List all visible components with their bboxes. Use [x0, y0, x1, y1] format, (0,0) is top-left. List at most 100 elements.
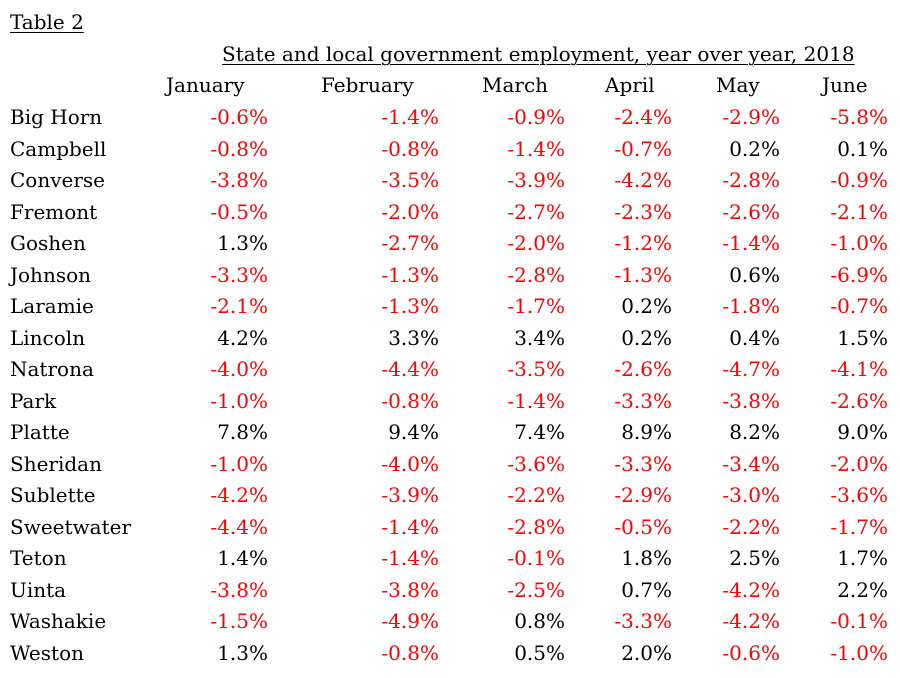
column-header-june: June — [822, 73, 868, 97]
cell-goshen-april: -1.2% — [614, 231, 672, 255]
cell-laramie-may: -1.8% — [722, 294, 780, 318]
cell-big-horn-april: -2.4% — [614, 105, 672, 129]
cell-johnson-february: -1.3% — [381, 263, 439, 287]
row-label-uinta: Uinta — [10, 578, 67, 602]
row-label-sweetwater: Sweetwater — [10, 515, 132, 539]
row-label-weston: Weston — [10, 641, 84, 665]
cell-fremont-april: -2.3% — [614, 200, 672, 224]
table-title: State and local government employment, y… — [222, 42, 855, 66]
cell-johnson-march: -2.8% — [507, 263, 565, 287]
cell-teton-january: 1.4% — [217, 546, 268, 570]
column-header-may: May — [716, 73, 760, 97]
cell-park-june: -2.6% — [830, 389, 888, 413]
cell-teton-february: -1.4% — [381, 546, 439, 570]
row-label-sublette: Sublette — [10, 483, 96, 507]
cell-johnson-april: -1.3% — [614, 263, 672, 287]
cell-fremont-february: -2.0% — [381, 200, 439, 224]
cell-uinta-january: -3.8% — [210, 578, 268, 602]
cell-teton-may: 2.5% — [729, 546, 780, 570]
cell-natrona-march: -3.5% — [507, 357, 565, 381]
cell-sublette-march: -2.2% — [507, 483, 565, 507]
cell-laramie-february: -1.3% — [381, 294, 439, 318]
cell-uinta-february: -3.8% — [381, 578, 439, 602]
row-label-goshen: Goshen — [10, 231, 86, 255]
cell-washakie-june: -0.1% — [830, 609, 888, 633]
cell-teton-march: -0.1% — [507, 546, 565, 570]
cell-sheridan-april: -3.3% — [614, 452, 672, 476]
row-label-teton: Teton — [10, 546, 67, 570]
cell-sheridan-march: -3.6% — [507, 452, 565, 476]
cell-converse-january: -3.8% — [210, 168, 268, 192]
cell-converse-february: -3.5% — [381, 168, 439, 192]
cell-campbell-january: -0.8% — [210, 137, 268, 161]
cell-big-horn-march: -0.9% — [507, 105, 565, 129]
cell-sublette-february: -3.9% — [381, 483, 439, 507]
cell-uinta-march: -2.5% — [507, 578, 565, 602]
cell-johnson-may: 0.6% — [729, 263, 780, 287]
cell-weston-june: -1.0% — [830, 641, 888, 665]
cell-platte-january: 7.8% — [217, 420, 268, 444]
cell-platte-february: 9.4% — [388, 420, 439, 444]
cell-uinta-june: 2.2% — [837, 578, 888, 602]
cell-campbell-june: 0.1% — [837, 137, 888, 161]
cell-sheridan-january: -1.0% — [210, 452, 268, 476]
column-header-january: January — [166, 73, 245, 97]
cell-teton-april: 1.8% — [621, 546, 672, 570]
cell-sheridan-february: -4.0% — [381, 452, 439, 476]
cell-weston-february: -0.8% — [381, 641, 439, 665]
cell-uinta-may: -4.2% — [722, 578, 780, 602]
cell-park-march: -1.4% — [507, 389, 565, 413]
cell-lincoln-february: 3.3% — [388, 326, 439, 350]
row-label-campbell: Campbell — [10, 137, 107, 161]
table-label: Table 2 — [10, 10, 84, 34]
cell-washakie-may: -4.2% — [722, 609, 780, 633]
column-header-march: March — [482, 73, 549, 97]
cell-sublette-june: -3.6% — [830, 483, 888, 507]
cell-fremont-june: -2.1% — [830, 200, 888, 224]
cell-platte-march: 7.4% — [514, 420, 565, 444]
cell-uinta-april: 0.7% — [621, 578, 672, 602]
row-label-platte: Platte — [10, 420, 70, 444]
cell-weston-march: 0.5% — [514, 641, 565, 665]
cell-platte-june: 9.0% — [837, 420, 888, 444]
cell-lincoln-march: 3.4% — [514, 326, 565, 350]
cell-johnson-january: -3.3% — [210, 263, 268, 287]
cell-sublette-january: -4.2% — [210, 483, 268, 507]
cell-park-february: -0.8% — [381, 389, 439, 413]
row-label-johnson: Johnson — [10, 263, 92, 287]
cell-sweetwater-april: -0.5% — [614, 515, 672, 539]
cell-laramie-april: 0.2% — [621, 294, 672, 318]
cell-goshen-may: -1.4% — [722, 231, 780, 255]
cell-washakie-march: 0.8% — [514, 609, 565, 633]
cell-washakie-april: -3.3% — [614, 609, 672, 633]
cell-converse-june: -0.9% — [830, 168, 888, 192]
row-label-laramie: Laramie — [10, 294, 94, 318]
row-label-lincoln: Lincoln — [10, 326, 86, 350]
column-header-february: February — [321, 73, 414, 97]
column-header-april: April — [605, 73, 655, 97]
cell-big-horn-may: -2.9% — [722, 105, 780, 129]
cell-washakie-february: -4.9% — [381, 609, 439, 633]
cell-sublette-april: -2.9% — [614, 483, 672, 507]
row-label-fremont: Fremont — [10, 200, 98, 224]
cell-lincoln-january: 4.2% — [217, 326, 268, 350]
cell-lincoln-may: 0.4% — [729, 326, 780, 350]
cell-johnson-june: -6.9% — [830, 263, 888, 287]
cell-washakie-january: -1.5% — [210, 609, 268, 633]
cell-converse-april: -4.2% — [614, 168, 672, 192]
cell-laramie-june: -0.7% — [830, 294, 888, 318]
row-label-sheridan: Sheridan — [10, 452, 102, 476]
cell-big-horn-february: -1.4% — [381, 105, 439, 129]
row-label-converse: Converse — [10, 168, 106, 192]
cell-goshen-january: 1.3% — [217, 231, 268, 255]
cell-weston-april: 2.0% — [621, 641, 672, 665]
cell-sweetwater-february: -1.4% — [381, 515, 439, 539]
cell-sheridan-may: -3.4% — [722, 452, 780, 476]
cell-sheridan-june: -2.0% — [830, 452, 888, 476]
cell-natrona-april: -2.6% — [614, 357, 672, 381]
cell-sweetwater-june: -1.7% — [830, 515, 888, 539]
cell-big-horn-january: -0.6% — [210, 105, 268, 129]
cell-lincoln-april: 0.2% — [621, 326, 672, 350]
cell-laramie-march: -1.7% — [507, 294, 565, 318]
cell-sweetwater-may: -2.2% — [722, 515, 780, 539]
